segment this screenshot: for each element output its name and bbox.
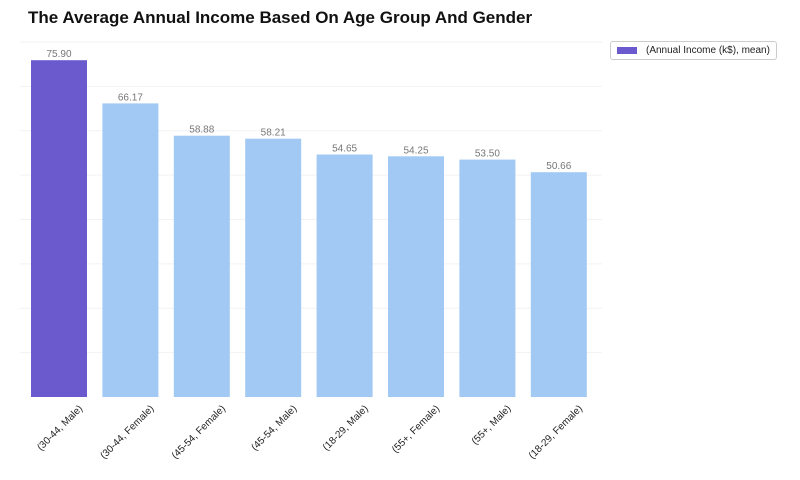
x-tick-label: (30-44, Female) (98, 403, 156, 461)
legend: (Annual Income (k$), mean) (610, 41, 777, 60)
bar (102, 103, 159, 398)
bar-value-label: 54.25 (403, 145, 428, 156)
bar-value-label: 50.66 (546, 161, 571, 172)
bar-value-label: 75.90 (46, 49, 71, 60)
x-tick-label: (45-54, Male) (249, 403, 299, 453)
bar-value-label: 58.21 (261, 128, 286, 139)
bar-value-label: 66.17 (118, 92, 143, 103)
x-tick-label: (55+, Female) (390, 403, 442, 455)
bar (173, 135, 230, 397)
bar (316, 154, 373, 397)
x-tick-label: (18-29, Male) (321, 403, 371, 453)
x-tick-label: (30-44, Male) (35, 403, 85, 453)
bar-value-label: 54.65 (332, 144, 357, 155)
bar-value-label: 53.50 (475, 149, 500, 160)
legend-swatch (617, 47, 637, 54)
x-tick-label: (45-54, Female) (170, 403, 228, 461)
x-tick-label: (18-29, Female) (527, 403, 585, 461)
bar (530, 172, 587, 397)
bar (388, 156, 444, 397)
bar (459, 159, 516, 397)
bar (245, 138, 302, 397)
bar (31, 60, 87, 397)
legend-label: (Annual Income (k$), mean) (646, 45, 770, 56)
bar-value-label: 58.88 (189, 125, 214, 136)
x-tick-label: (55+, Male) (470, 403, 514, 447)
chart-title: The Average Annual Income Based On Age G… (28, 8, 533, 27)
